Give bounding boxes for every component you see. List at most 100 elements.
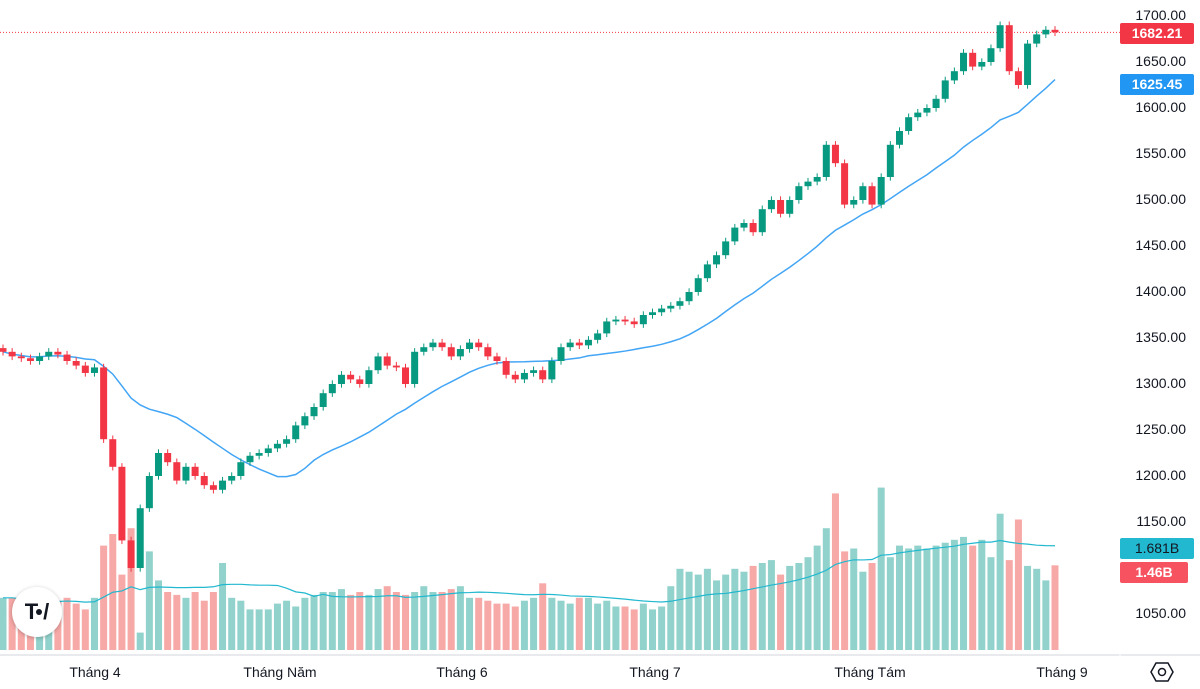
volume-bar (950, 539, 958, 650)
candle-body (841, 163, 849, 205)
volume-bar (740, 571, 748, 650)
candle-body (886, 144, 894, 177)
volume-bar (100, 545, 108, 650)
volume-bar (694, 574, 702, 650)
candle-body (703, 264, 711, 279)
volume-bar (722, 574, 730, 650)
volume-bar (685, 571, 693, 650)
y-tick-label: 1550.00 (1135, 145, 1186, 161)
candle-body (685, 292, 693, 302)
candle-body (127, 540, 135, 568)
volume-bar (301, 597, 309, 650)
candle-body (740, 223, 748, 228)
moving-average-line (2, 79, 1056, 478)
candle-body (1024, 43, 1032, 85)
candle-body (941, 80, 949, 99)
candle-body (566, 342, 574, 348)
volume-bar (603, 600, 611, 650)
volume-bar (630, 609, 638, 650)
volume-bar (0, 597, 7, 650)
candle-body (164, 453, 172, 463)
volume-bar (136, 632, 144, 650)
volume-bar (402, 594, 410, 650)
x-tick-label: Tháng 6 (436, 664, 488, 680)
candle-body (200, 476, 208, 486)
candle-body (987, 48, 995, 62)
y-tick-label: 1250.00 (1135, 421, 1186, 437)
candle-body (749, 223, 757, 233)
volume-bar (530, 597, 538, 650)
volume-bar (841, 551, 849, 650)
volume-bar (456, 586, 464, 650)
candle-body (1051, 29, 1059, 33)
candle-body (392, 365, 400, 368)
x-tick-label: Tháng 7 (629, 664, 681, 680)
volume-tag: 1.46B (1120, 562, 1188, 583)
candle-body (81, 365, 89, 373)
candle-body (777, 200, 785, 214)
y-tick-label: 1650.00 (1135, 53, 1186, 69)
volume-bar (1024, 565, 1032, 650)
candle-body (850, 200, 858, 205)
candle-body (493, 356, 501, 361)
volume-bar (548, 597, 556, 650)
volume-bar (502, 603, 510, 650)
candle-body (182, 466, 190, 481)
volume-bar (209, 592, 217, 650)
volume-bar (420, 586, 428, 650)
candle-body (219, 480, 227, 490)
volume-bar (429, 592, 437, 650)
candle-body (356, 379, 364, 384)
settings-icon[interactable] (1150, 660, 1174, 684)
candle-body (859, 186, 867, 200)
volume-bar (923, 548, 931, 650)
candle-body (228, 476, 236, 481)
volume-bar (1033, 568, 1041, 650)
candle-body (713, 255, 721, 265)
candle-body (630, 321, 638, 325)
x-tick-label: Tháng 9 (1036, 664, 1088, 680)
volume-bar (676, 568, 684, 650)
candle-body (8, 351, 16, 357)
candle-body (996, 25, 1004, 49)
candle-body (292, 425, 300, 440)
candle-body (786, 200, 794, 214)
volume-bar (648, 609, 656, 650)
candle-body (447, 347, 455, 357)
volume-bar (191, 592, 199, 650)
volume-bar (575, 597, 583, 650)
volume-bar (356, 592, 364, 650)
candle-body (173, 462, 181, 481)
volume-bar (511, 606, 519, 650)
volume-bar (118, 574, 126, 650)
volume-bar (932, 545, 940, 650)
candle-body (877, 177, 885, 205)
candle-body (26, 358, 34, 361)
candle-body (466, 342, 474, 350)
volume-bar (978, 539, 986, 650)
volume-bar (557, 600, 565, 650)
candle-body (264, 448, 272, 453)
tradingview-logo[interactable]: T / (12, 587, 62, 637)
candle-body (639, 315, 647, 325)
y-tick-label: 1700.00 (1135, 7, 1186, 23)
candle-body (932, 98, 940, 108)
candle-body (969, 52, 977, 67)
volume-bar (914, 545, 922, 650)
volume-bar (658, 606, 666, 650)
candle-body (337, 374, 345, 384)
volume-bar (786, 565, 794, 650)
candle-body (438, 342, 446, 348)
volume-bar (484, 600, 492, 650)
volume-bar (804, 557, 812, 650)
candle-body (420, 347, 428, 352)
volume-bar (1051, 565, 1059, 650)
volume-bar (539, 583, 547, 650)
volume-bar (8, 597, 16, 650)
candle-body (831, 144, 839, 164)
volume-bar (127, 528, 135, 650)
candle-body (347, 374, 355, 380)
volume-bar (438, 592, 446, 650)
candle-body (978, 62, 986, 67)
